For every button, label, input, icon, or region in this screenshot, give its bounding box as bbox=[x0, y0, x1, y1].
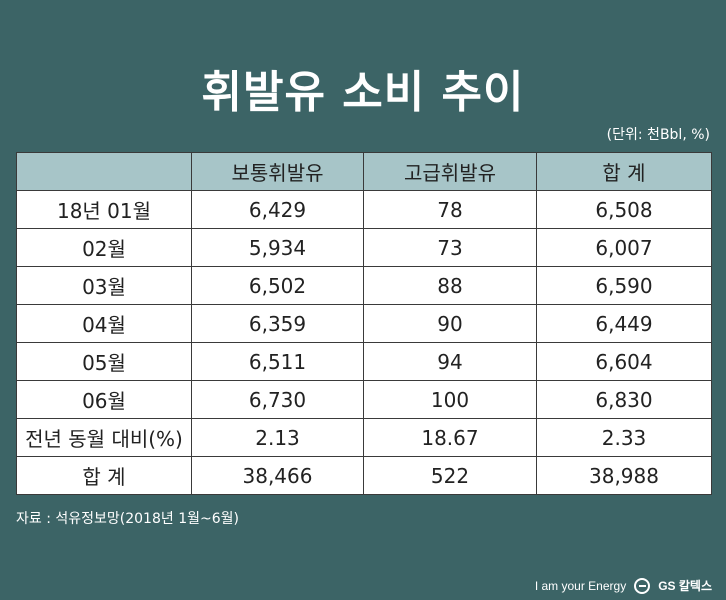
table-header-row: 보통휘발유 고급휘발유 합 계 bbox=[16, 152, 712, 191]
table-row: 02월 5,934 73 6,007 bbox=[16, 228, 712, 267]
table-cell: 2.33 bbox=[536, 418, 712, 457]
table-cell: 6,429 bbox=[191, 190, 364, 229]
footer-branding: I am your Energy GS 칼텍스 bbox=[535, 577, 712, 594]
table-row: 05월 6,511 94 6,604 bbox=[16, 342, 712, 381]
table-cell: 100 bbox=[363, 380, 537, 419]
table-row: 전년 동월 대비(%) 2.13 18.67 2.33 bbox=[16, 418, 712, 457]
row-label: 03월 bbox=[16, 266, 192, 305]
header-cell: 보통휘발유 bbox=[191, 152, 364, 191]
table-cell: 18.67 bbox=[363, 418, 537, 457]
table-cell: 6,502 bbox=[191, 266, 364, 305]
header-cell: 합 계 bbox=[536, 152, 712, 191]
table-row: 18년 01월 6,429 78 6,508 bbox=[16, 190, 712, 229]
footer-bar bbox=[0, 572, 726, 600]
fuel-consumption-table: 보통휘발유 고급휘발유 합 계 18년 01월 6,429 78 6,508 0… bbox=[16, 152, 712, 495]
header-cell bbox=[16, 152, 192, 191]
row-label: 06월 bbox=[16, 380, 192, 419]
table-cell: 2.13 bbox=[191, 418, 364, 457]
table-cell: 38,988 bbox=[536, 456, 712, 495]
table-cell: 6,508 bbox=[536, 190, 712, 229]
table-cell: 6,007 bbox=[536, 228, 712, 267]
table-cell: 522 bbox=[363, 456, 537, 495]
table-row: 06월 6,730 100 6,830 bbox=[16, 380, 712, 419]
row-label: 05월 bbox=[16, 342, 192, 381]
table-cell: 6,359 bbox=[191, 304, 364, 343]
table-cell: 6,830 bbox=[536, 380, 712, 419]
header-cell: 고급휘발유 bbox=[363, 152, 537, 191]
gs-logo-icon bbox=[634, 577, 651, 594]
table-cell: 94 bbox=[363, 342, 537, 381]
row-label: 04월 bbox=[16, 304, 192, 343]
row-label: 전년 동월 대비(%) bbox=[16, 418, 192, 457]
row-label: 합 계 bbox=[16, 456, 192, 495]
table-cell: 6,730 bbox=[191, 380, 364, 419]
table-cell: 90 bbox=[363, 304, 537, 343]
row-label: 18년 01월 bbox=[16, 190, 192, 229]
source-note: 자료 : 석유정보망(2018년 1월~6월) bbox=[16, 511, 239, 527]
table-cell: 73 bbox=[363, 228, 537, 267]
page-title: 휘발유 소비 추이 bbox=[201, 67, 525, 118]
table-cell: 78 bbox=[363, 190, 537, 229]
table-cell: 6,511 bbox=[191, 342, 364, 381]
table-cell: 6,604 bbox=[536, 342, 712, 381]
footer-brand: GS 칼텍스 bbox=[658, 579, 712, 593]
table-row: 04월 6,359 90 6,449 bbox=[16, 304, 712, 343]
table-cell: 88 bbox=[363, 266, 537, 305]
table-cell: 6,590 bbox=[536, 266, 712, 305]
table-cell: 5,934 bbox=[191, 228, 364, 267]
table-cell: 6,449 bbox=[536, 304, 712, 343]
table-row: 03월 6,502 88 6,590 bbox=[16, 266, 712, 305]
unit-note: (단위: 천Bbl, %) bbox=[606, 127, 710, 143]
table-cell: 38,466 bbox=[191, 456, 364, 495]
footer-tagline: I am your Energy bbox=[534, 578, 627, 593]
row-label: 02월 bbox=[16, 228, 192, 267]
table-row: 합 계 38,466 522 38,988 bbox=[16, 456, 712, 495]
